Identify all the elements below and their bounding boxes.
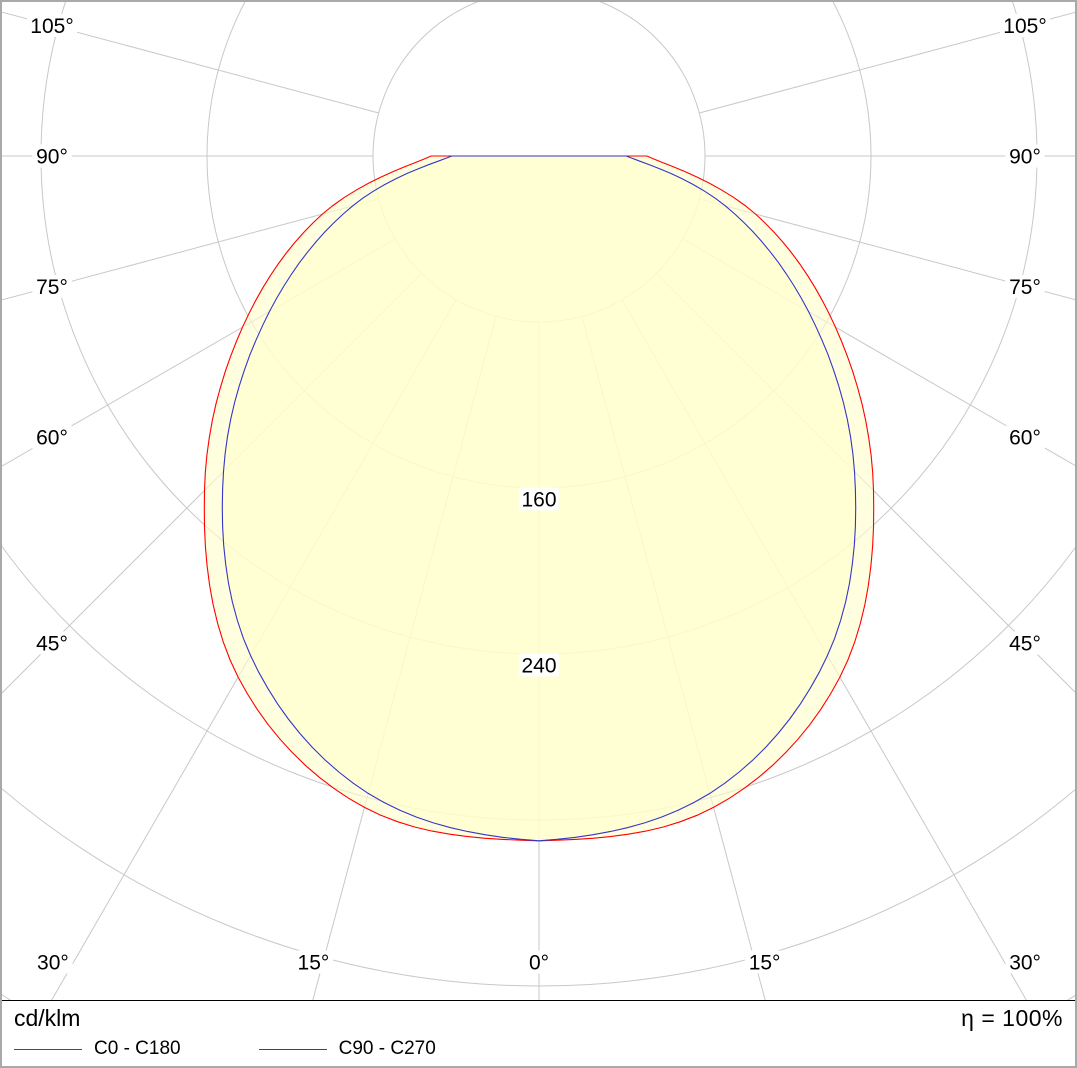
angle-label-60-left-bg	[32, 425, 72, 449]
angle-label-30-left: 30°	[37, 952, 69, 975]
polar-grid-spoke-105-right	[699, 11, 1075, 114]
legend-item-c90: C90 - C270	[258, 1038, 436, 1060]
unit-label: cd/klm	[14, 1005, 81, 1031]
polar-diagram-svg: 0° 15° 15° 30° 30° 45° 45° 60° 60° 75° 75° 90° 90° 10…	[2, 2, 1075, 1000]
ring-label-160-bg	[519, 487, 559, 511]
legend-item-c0: C0 - C180	[14, 1038, 181, 1060]
angle-label-45-left: 45°	[36, 633, 68, 656]
angle-label-0: 0°	[529, 952, 549, 975]
ring-label-240-bg	[519, 653, 559, 677]
angle-label-45-right: 45°	[1009, 633, 1041, 656]
angle-label-75-left: 75°	[36, 276, 68, 299]
angle-label-15-left: 15°	[298, 952, 330, 975]
angle-label-90-left: 90°	[36, 146, 68, 169]
polar-chart-area: 0° 15° 15° 30° 30° 45° 45° 60° 60° 75° 75° 90° 90° 10…	[2, 2, 1075, 1000]
legend-line-c0-c180	[14, 1048, 82, 1050]
angle-label-15-right: 15°	[749, 952, 781, 975]
polar-grid-spoke-60-left	[2, 238, 396, 467]
angle-label-105-left: 105°	[30, 15, 73, 38]
polar-grid-spoke-105-left	[2, 11, 379, 114]
legend-label-c90-c270: C90 - C270	[338, 1038, 436, 1059]
angle-label-45-left-bg	[32, 631, 72, 655]
angle-label-30-right-bg	[1005, 950, 1045, 974]
angle-label-60-right-bg	[1005, 425, 1045, 449]
angle-label-90-right: 90°	[1009, 146, 1041, 169]
angle-label-60-left: 60°	[36, 427, 68, 450]
angle-label-60-right: 60°	[1009, 427, 1041, 450]
polar-grid-spoke-75-left	[2, 198, 379, 301]
angle-label-45-right-bg	[1005, 631, 1045, 655]
angle-label-75-left-bg	[32, 275, 72, 298]
angle-label-75-right-bg	[1005, 275, 1045, 298]
polar-grid-spoke-75-right	[699, 198, 1075, 301]
angle-label-90-right-bg	[1005, 144, 1045, 168]
angle-label-90-left-bg	[32, 144, 72, 168]
angle-label-15-right-bg	[744, 950, 785, 974]
angle-label-30-left-bg	[33, 950, 73, 974]
efficiency-label: η = 100%	[961, 1005, 1063, 1031]
angle-label-30-right: 30°	[1009, 952, 1041, 975]
ring-label-160: 160	[521, 489, 556, 512]
legend: C0 - C180 C90 - C270	[14, 1038, 1063, 1060]
legend-line-c90-c270	[258, 1048, 327, 1050]
polar-grid-spoke-60-right	[682, 238, 1075, 467]
angle-label-15-left-bg	[293, 950, 334, 974]
diagram-footer: cd/klm η = 100% C0 - C180 C90 - C270	[2, 1000, 1075, 1066]
angle-label-105-left-bg	[27, 14, 77, 37]
angle-label-75-right: 75°	[1009, 276, 1041, 299]
angle-label-105-right-bg	[1000, 14, 1050, 37]
ring-label-240: 240	[521, 655, 556, 678]
footer-labels-row: cd/klm η = 100%	[14, 1005, 1063, 1031]
angle-label-0-bg	[524, 950, 554, 974]
angle-label-105-right: 105°	[1003, 15, 1046, 38]
legend-label-c0-c180: C0 - C180	[94, 1038, 181, 1059]
